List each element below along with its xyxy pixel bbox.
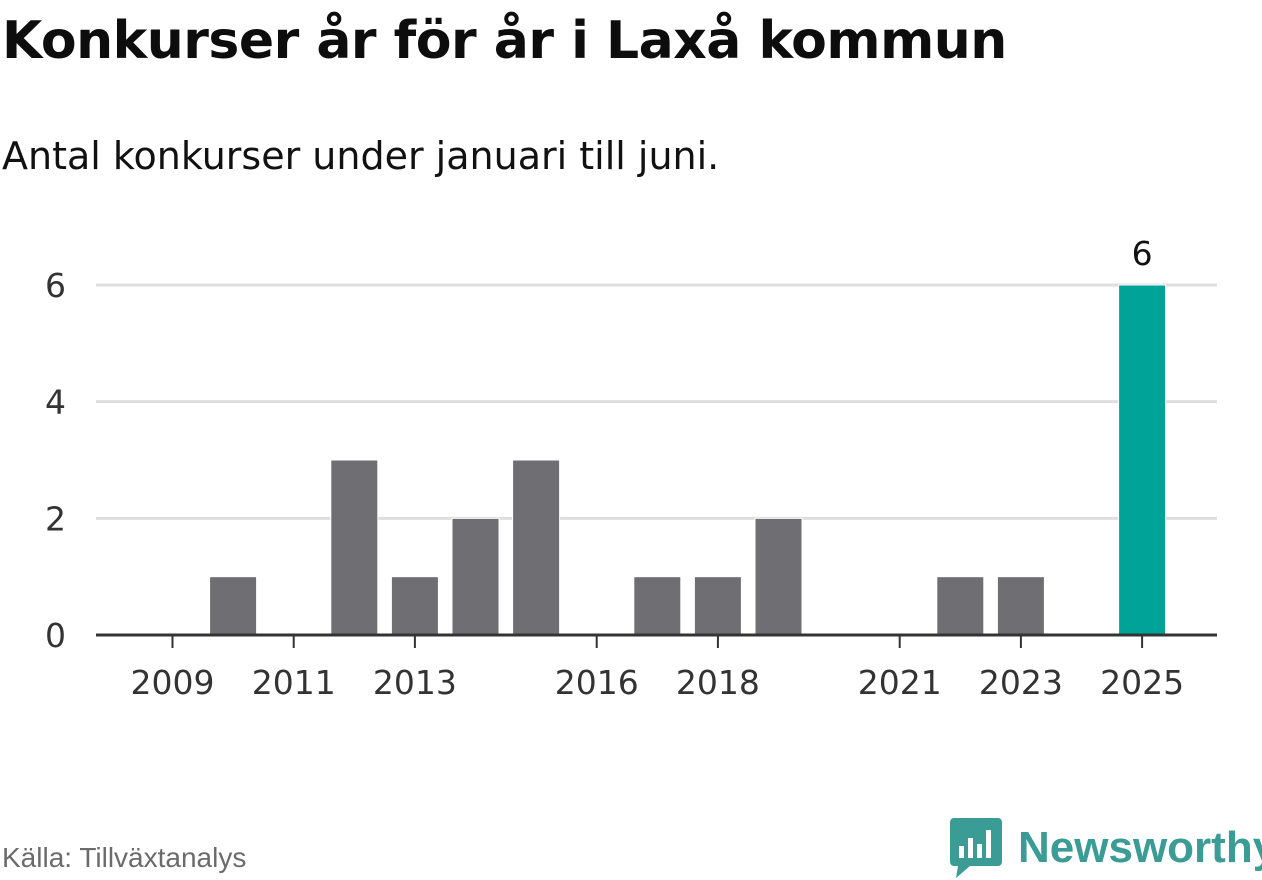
y-tick-label: 4 xyxy=(45,383,66,422)
chart-title: Konkurser år för år i Laxå kommun xyxy=(2,11,1007,71)
bar xyxy=(996,576,1045,636)
bar xyxy=(512,459,561,636)
y-tick-label: 0 xyxy=(45,616,66,655)
x-tick-label: 2016 xyxy=(555,663,639,702)
x-tick-label: 2013 xyxy=(373,663,457,702)
source-note: Källa: Tillväxtanalys xyxy=(2,842,247,873)
chart-subtitle: Antal konkurser under januari till juni. xyxy=(2,134,720,178)
bar xyxy=(330,459,379,636)
y-tick-label: 2 xyxy=(45,499,66,538)
bar xyxy=(633,576,682,636)
x-tick-label: 2011 xyxy=(252,663,336,702)
bar xyxy=(754,517,803,636)
x-tick-label: 2025 xyxy=(1100,663,1184,702)
x-tick-label: 2018 xyxy=(676,663,760,702)
data-label: 6 xyxy=(1132,234,1153,273)
bar xyxy=(390,576,439,636)
x-tick-label: 2009 xyxy=(131,663,215,702)
y-tick-label: 6 xyxy=(45,266,66,305)
bar xyxy=(693,576,742,636)
bar xyxy=(1118,284,1167,636)
bar-chart: 0 2 4 6 6 2009 2011 2013 2016 2018 2021 2023 2025 xyxy=(45,234,1217,702)
bar xyxy=(936,576,985,636)
brand: Newsworthy xyxy=(950,816,1262,880)
x-tick-label: 2023 xyxy=(979,663,1063,702)
x-tick-label: 2021 xyxy=(858,663,942,702)
newsworthy-logo-icon xyxy=(950,818,1002,878)
bar xyxy=(209,576,258,636)
brand-name: Newsworthy xyxy=(1018,823,1262,872)
bar xyxy=(451,517,500,636)
